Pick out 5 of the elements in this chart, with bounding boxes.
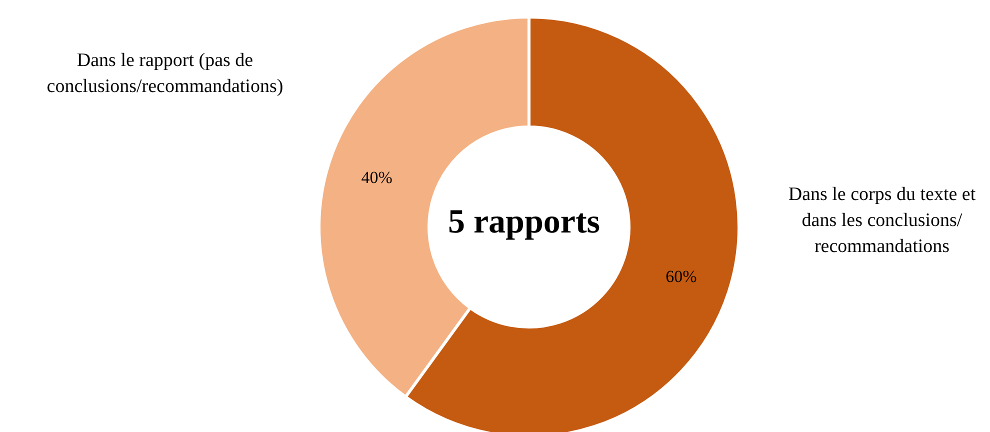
data-label: 40% bbox=[361, 168, 392, 188]
slice-label: Dans le corps du texte et dans les conclusions/ recommandations bbox=[787, 183, 977, 259]
data-label: 60% bbox=[666, 266, 697, 286]
slice-label: Dans le rapport (pas de conclusions/recommandations) bbox=[46, 49, 284, 99]
text: 5 rapports bbox=[448, 204, 600, 240]
